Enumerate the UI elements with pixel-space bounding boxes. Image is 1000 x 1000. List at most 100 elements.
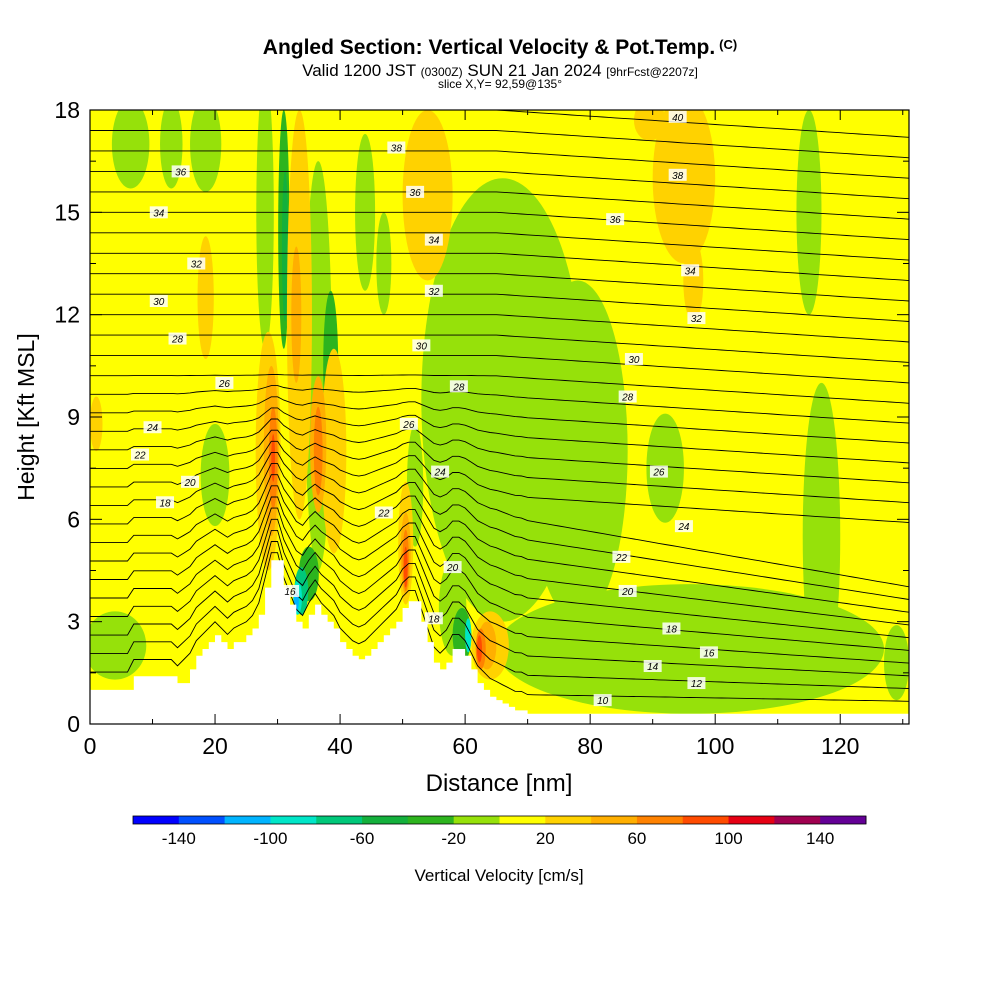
isentrope-label: 24 [431,465,450,479]
colorbar-swatch [774,816,821,824]
velocity-region [652,110,716,264]
x-tick-label: 100 [696,733,734,759]
isentrope-label-box [215,376,234,389]
isentrope-label-box [674,520,693,533]
isentrope-label-box [143,421,162,434]
isentrope-label-text: 34 [153,208,165,219]
isentrope-label-box [668,168,687,181]
velocity-region [683,239,704,322]
isentrope-line [90,355,909,384]
isentrope-label: 36 [406,185,425,199]
velocity-region [496,584,884,714]
isentrope-label-box [687,312,706,325]
isentrope-label: 30 [149,295,168,308]
colorbar-swatch [133,816,180,824]
isentrope-label-box [612,550,631,563]
isentrope-label-text: 20 [621,587,634,598]
isentrope-label-text: 36 [610,215,622,226]
x-tick-label: 40 [327,733,353,759]
colorbar-swatch [316,816,363,824]
isentrope-label-text: 36 [410,188,422,199]
colorbar-swatch [499,816,546,824]
plot-area: 36 34 32 30 28 26 24 22 20 18 38 36 34 32 30 28 26 24 22 20… [90,110,909,724]
isentrope-line [90,496,909,639]
isentrope-labels: 36 34 32 30 28 26 24 22 20 18 38 36 34 32 30 28 26 24 22 20… [131,110,718,707]
forecast-tag: [9hrFcst@2207z] [606,65,698,79]
isentrope-label: 28 [449,380,468,393]
isentrope-label: 24 [143,421,162,434]
colorbar-swatch [224,816,271,824]
isentrope-label-box [449,380,468,393]
isentrope-label-text: 30 [416,341,428,352]
isentrope-label-text: 22 [377,509,390,520]
colorbar-tick-label: 140 [806,829,834,848]
isentrope-label-box [187,257,206,270]
isentrope-label: 36 [606,213,625,226]
isentrope-label: 16 [281,584,300,598]
isentrope-label-box [606,213,625,226]
isentrope-label-box [156,496,175,509]
velocity-region [633,110,666,141]
isentrope-label-box [149,206,168,219]
x-tick-label: 120 [821,733,859,759]
isentrope-label-text: 10 [597,696,609,707]
x-axis-label: Distance [nm] [426,770,573,797]
isentrope-label-text: 38 [672,171,684,182]
isentrope-line [90,374,909,404]
isentrope-line [90,273,909,302]
isentrope-label: 30 [624,353,643,366]
isentrope-label-box [443,561,462,574]
velocity-region [321,348,347,554]
isentrope-line [90,451,909,588]
isentrope-line [90,429,909,504]
colorbar-tick-label: 100 [714,829,742,848]
isentrope-label-box [168,332,187,345]
isentrope-label-text: 24 [677,522,690,533]
isentrope-label-box [687,677,706,690]
isentrope-label-box [412,339,431,352]
isentrope-label: 38 [668,168,687,182]
y-axis-label: Height [Kft MSL] [13,333,39,500]
isentrope-line [90,211,909,241]
colorbar-tick-label: 20 [536,829,555,848]
isentrope-label-box [424,284,443,297]
isentrope-line [90,191,909,220]
velocity-region [256,110,274,349]
isentrope-line [90,334,909,363]
colorbar-swatch [728,816,775,824]
isentrope-label-box [649,465,668,478]
isentrope-label-text: 30 [628,355,640,366]
velocity-region [200,423,230,527]
colorbar: -140 -100 -60 -20 20 60 100 140 [132,815,867,848]
isentrope-label-box [662,622,681,635]
isentrope-label: 20 [181,475,200,489]
isentrope-label-box [668,110,687,123]
colorbar-label: Vertical Velocity [cm/s] [414,866,583,885]
x-tick-label: 80 [577,733,603,759]
isentrope-label-text: 28 [621,393,634,404]
isentrope-label: 28 [618,390,637,404]
isentrope-label: 38 [387,141,406,155]
velocity-region [376,212,392,315]
isentrope-label: 34 [424,233,443,247]
isentrope-line [90,541,909,689]
terrain [90,560,909,724]
velocity-region [111,110,150,189]
isentrope-label-text: 18 [666,624,678,635]
y-tick-label: 9 [67,404,80,430]
isentrope-label: 36 [171,165,190,178]
colorbar-tick-label: 60 [627,829,646,848]
y-tick-label: 15 [54,199,80,225]
velocity-region [313,406,323,496]
isentrope-label-box [387,141,406,154]
isentrope-label-box [699,646,718,659]
isentrope-label: 12 [687,677,706,690]
isentrope-label-text: 16 [284,587,296,598]
isentrope-label: 22 [374,506,393,520]
x-tick-label: 20 [202,733,228,759]
velocity-region [527,280,628,622]
isentrope-line [90,507,909,651]
isentrope-label-text: 28 [452,382,465,393]
colorbar-tick-label: -60 [350,829,375,848]
isentrope-line [90,396,909,444]
